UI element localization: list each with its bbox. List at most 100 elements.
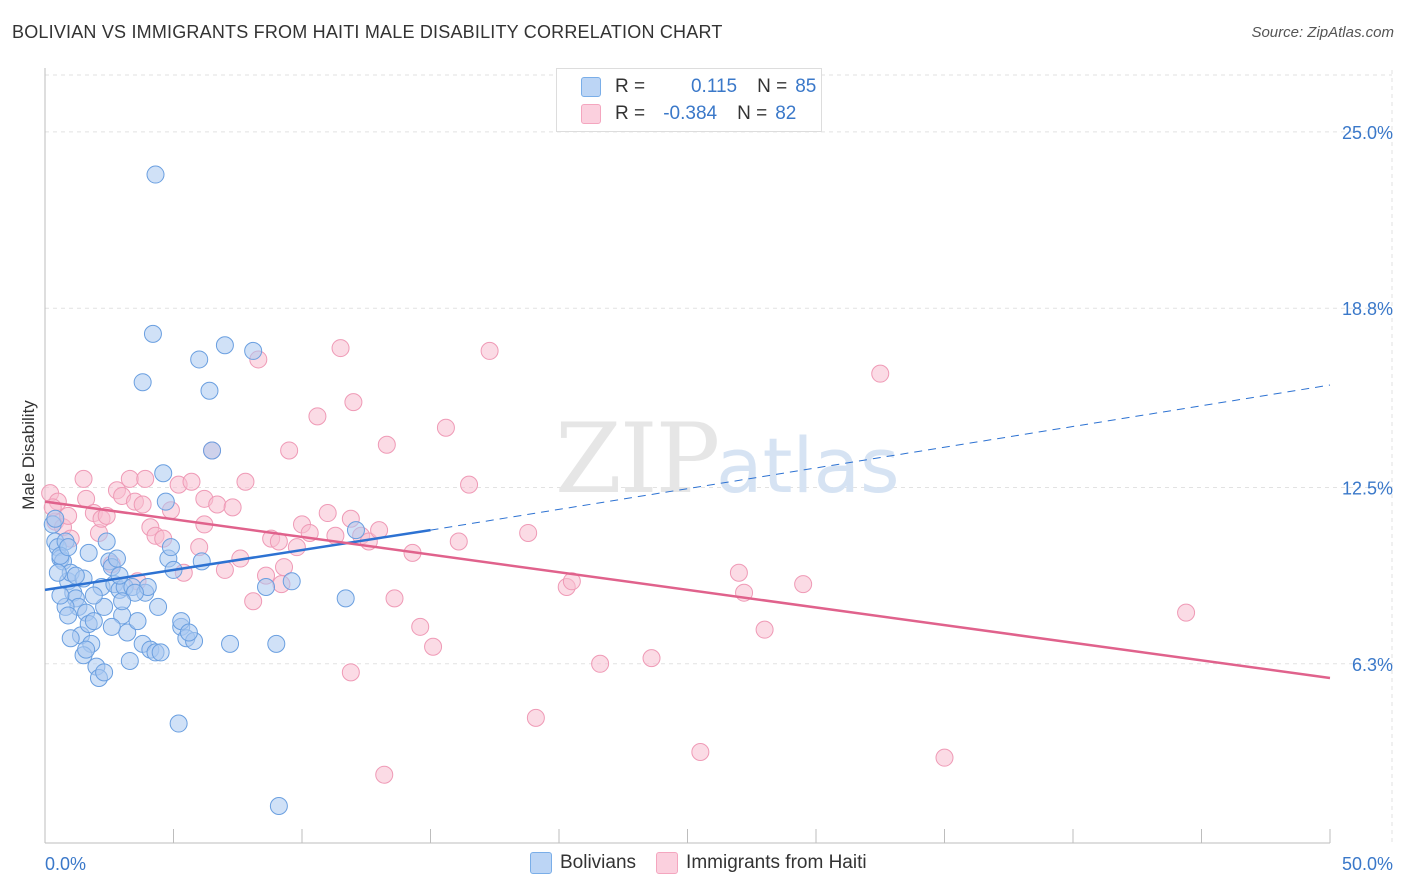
data-point-bolivians	[257, 578, 276, 596]
data-point-bolivians	[46, 509, 65, 528]
data-point-haiti	[344, 393, 363, 412]
data-point-haiti	[424, 637, 443, 656]
data-point-bolivians	[221, 634, 240, 653]
legend-label-haiti: Immigrants from Haiti	[686, 852, 867, 873]
data-point-bolivians	[59, 606, 78, 625]
data-point-haiti	[794, 575, 813, 594]
data-point-bolivians	[161, 538, 180, 557]
y-tick-label: 6.3%	[1352, 655, 1393, 675]
data-point-bolivians	[143, 324, 162, 343]
data-point-bolivians	[125, 583, 144, 602]
axes	[44, 68, 1331, 844]
gridlines	[45, 70, 1393, 843]
data-point-bolivians	[179, 623, 198, 642]
data-point-bolivians	[84, 612, 103, 631]
y-tick-label: 25.0%	[1342, 123, 1393, 143]
data-point-haiti	[642, 649, 661, 668]
data-point-bolivians	[149, 597, 168, 616]
data-point-bolivians	[48, 563, 67, 582]
data-point-bolivians	[79, 543, 98, 562]
data-point-haiti	[1177, 603, 1196, 622]
data-point-bolivians	[151, 643, 170, 662]
correlation-stats-box: R = 0.115 N = 85 R = -0.384 N = 82	[556, 68, 822, 132]
stats-row-bolivians: R = 0.115 N = 85	[581, 74, 816, 100]
trend-line-haiti	[44, 500, 1331, 680]
y-tick-label: 18.8%	[1342, 299, 1393, 319]
data-point-haiti	[411, 617, 430, 636]
data-point-haiti	[519, 523, 538, 542]
data-point-bolivians	[133, 373, 152, 392]
data-point-bolivians	[120, 651, 139, 670]
data-point-haiti	[385, 589, 404, 608]
data-point-bolivians	[169, 714, 188, 733]
trend-line-bolivians-extension	[430, 384, 1331, 531]
data-point-bolivians	[215, 336, 234, 355]
data-point-haiti	[691, 742, 710, 761]
legend-swatch-bolivians	[530, 852, 552, 874]
data-point-bolivians	[154, 464, 173, 483]
series-bolivians-points	[43, 165, 365, 816]
data-point-haiti	[436, 418, 455, 437]
data-point-haiti	[755, 620, 774, 639]
data-point-bolivians	[95, 597, 114, 616]
legend-label-bolivians: Bolivians	[560, 852, 637, 873]
data-point-bolivians	[110, 566, 129, 585]
data-point-haiti	[331, 339, 350, 358]
data-point-haiti	[244, 592, 263, 611]
data-point-bolivians	[113, 592, 132, 611]
data-point-haiti	[377, 435, 396, 454]
stats-row-haiti: R = -0.384 N = 82	[581, 101, 796, 127]
data-point-bolivians	[203, 441, 222, 460]
data-point-haiti	[120, 469, 139, 488]
data-point-haiti	[526, 708, 545, 727]
data-point-bolivians	[346, 521, 365, 540]
data-point-bolivians	[102, 617, 121, 636]
data-point-bolivians	[128, 612, 147, 631]
data-point-bolivians	[269, 797, 288, 816]
data-point-bolivians	[200, 381, 219, 400]
legend-item-bolivians[interactable]: Bolivians	[530, 852, 636, 874]
r-label: R =	[615, 103, 646, 124]
data-point-bolivians	[107, 549, 126, 568]
pink-swatch	[581, 104, 601, 124]
data-point-bolivians	[146, 165, 165, 184]
n-label: N =	[757, 76, 788, 97]
data-point-bolivians	[59, 538, 78, 557]
y-tick-label: 12.5%	[1342, 478, 1393, 498]
data-point-haiti	[287, 538, 306, 557]
legend-item-haiti[interactable]: Immigrants from Haiti	[656, 852, 867, 874]
n-value-bolivians: 85	[795, 76, 817, 97]
r-value-bolivians: 0.115	[690, 76, 738, 97]
data-point-bolivians	[156, 492, 175, 511]
data-point-haiti	[223, 498, 242, 517]
y-tick-labels: 6.3% 12.5% 18.8% 25.0%	[1342, 123, 1393, 675]
legend-swatch-haiti	[656, 852, 679, 874]
data-point-haiti	[935, 748, 954, 767]
data-point-haiti	[449, 532, 468, 551]
r-value-haiti: -0.384	[663, 103, 718, 124]
data-point-haiti	[318, 504, 337, 523]
n-value-haiti: 82	[775, 103, 797, 124]
watermark-atlas: atlas	[716, 421, 900, 510]
data-point-haiti	[74, 469, 93, 488]
trend-lines	[44, 384, 1331, 680]
data-point-haiti	[591, 654, 610, 673]
x-tick-label: 50.0%	[1342, 854, 1393, 874]
data-point-haiti	[182, 472, 201, 491]
data-point-haiti	[480, 341, 499, 360]
x-tick-labels: 0.0% 50.0%	[45, 854, 1393, 874]
data-point-haiti	[375, 765, 394, 784]
data-point-haiti	[729, 563, 748, 582]
legend: Bolivians Immigrants from Haiti	[530, 852, 867, 874]
n-label: N =	[737, 103, 768, 124]
blue-swatch	[581, 77, 601, 97]
y-axis-label: Male Disability	[19, 400, 38, 510]
data-point-bolivians	[244, 341, 263, 360]
watermark-zip: ZIP	[555, 403, 718, 515]
data-point-bolivians	[66, 566, 85, 585]
data-point-haiti	[308, 407, 327, 426]
data-point-haiti	[460, 475, 479, 494]
data-point-bolivians	[84, 586, 103, 605]
data-point-haiti	[208, 495, 227, 514]
